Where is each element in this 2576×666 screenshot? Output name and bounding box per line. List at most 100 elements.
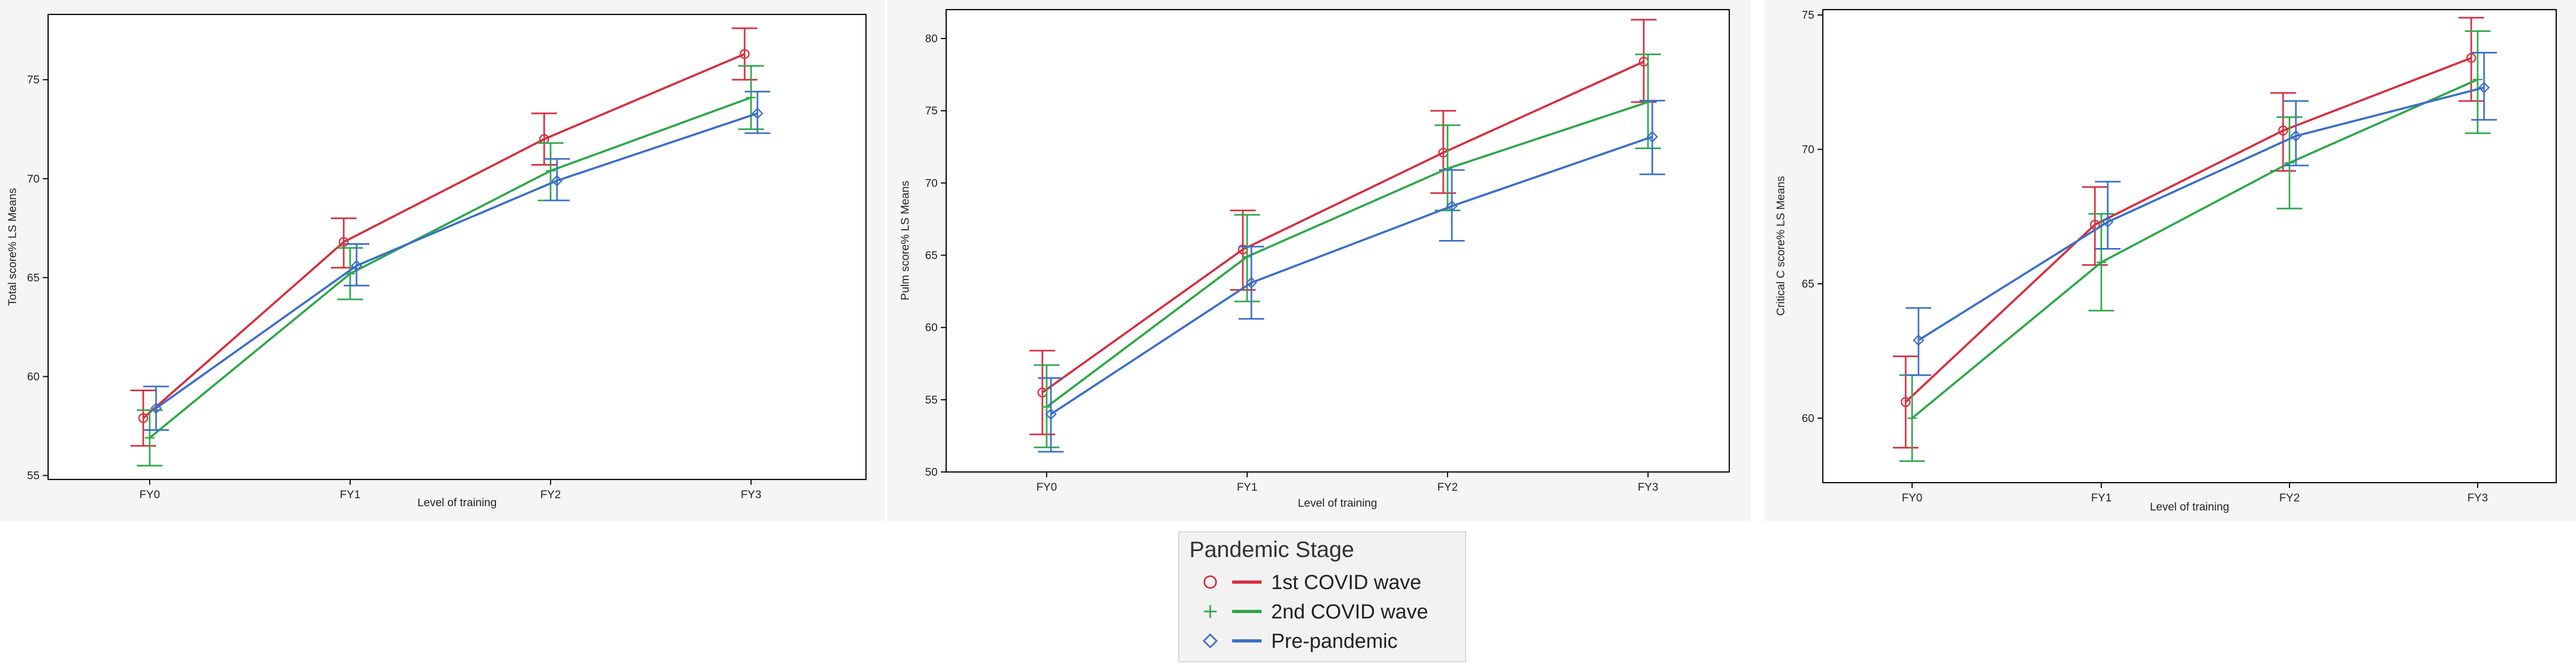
y-tick-label: 65 xyxy=(925,250,938,262)
data-point xyxy=(739,49,750,59)
series-line xyxy=(1917,86,2485,342)
data-point xyxy=(2478,82,2490,94)
y-axis-title: Critical C score% LS Means xyxy=(1775,176,1787,315)
x-axis-title: Level of training xyxy=(2150,501,2229,513)
error-bar xyxy=(2095,181,2121,250)
series-line xyxy=(1905,57,2472,403)
x-axis-title: Level of training xyxy=(417,497,497,509)
x-axis-ticks: FY0 FY1 FY2 FY3 xyxy=(1902,483,2488,504)
chart-panel-pulm-score: 50 55 60 65 70 75 80 FY0 FY1 FY2 FY3 Level of tra… xyxy=(887,0,1751,521)
data-point xyxy=(150,402,162,414)
error-bar xyxy=(2283,100,2309,167)
y-tick-label: 75 xyxy=(1802,9,1814,21)
data-point xyxy=(546,166,555,176)
data-point xyxy=(1242,252,1252,262)
x-tick-label: FY3 xyxy=(1638,481,1659,493)
y-tick-label: 70 xyxy=(925,177,938,189)
series-layer xyxy=(130,27,770,467)
plot-area xyxy=(1822,9,2557,484)
data-point xyxy=(145,433,154,443)
error-bar xyxy=(745,90,770,134)
y-tick-label: 55 xyxy=(27,470,40,482)
series-2nd-covid-wave xyxy=(1034,53,1661,448)
x-tick-label: FY0 xyxy=(1902,492,1923,504)
legend-label: 2nd COVID wave xyxy=(1271,601,1428,623)
series-1st-covid-wave xyxy=(130,27,757,447)
x-tick-label: FY1 xyxy=(2091,492,2112,504)
x-tick-label: FY2 xyxy=(1437,481,1458,493)
y-axis-title: Pulm score% LS Means xyxy=(899,181,911,300)
error-bar xyxy=(1038,377,1064,453)
x-tick-label: FY1 xyxy=(340,489,361,501)
plot-area xyxy=(47,13,867,481)
x-axis-ticks: FY0 FY1 FY2 FY3 xyxy=(1036,472,1659,493)
y-tick-label: 55 xyxy=(925,394,938,406)
legend-label: Pre-pandemic xyxy=(1271,630,1398,653)
y-tick-label: 60 xyxy=(27,370,40,383)
data-point xyxy=(746,92,756,103)
x-tick-label: FY1 xyxy=(1237,481,1258,493)
y-tick-label: 80 xyxy=(925,33,938,45)
data-point xyxy=(1042,402,1051,412)
y-axis-ticks: 55 60 65 70 75 xyxy=(27,74,48,482)
legend-title: Pandemic Stage xyxy=(1189,537,1354,562)
legend-item-pre-pandemic: Pre-pandemic xyxy=(1202,630,1398,653)
data-point xyxy=(138,413,149,423)
y-tick-label: 60 xyxy=(925,322,938,334)
error-bar xyxy=(2471,51,2497,121)
data-point xyxy=(1246,277,1257,289)
series-line xyxy=(1041,60,1644,393)
data-point xyxy=(1907,413,1917,423)
data-point xyxy=(1900,397,1911,407)
x-tick-label: FY0 xyxy=(1036,481,1057,493)
data-point xyxy=(1443,164,1452,174)
y-tick-label: 75 xyxy=(925,105,938,117)
y-tick-label: 65 xyxy=(27,272,40,284)
x-tick-label: FY0 xyxy=(140,489,160,501)
data-point xyxy=(338,237,349,247)
series-layer xyxy=(1893,17,2497,462)
data-point xyxy=(2097,257,2106,267)
y-tick-label: 60 xyxy=(1802,412,1814,424)
data-point xyxy=(1045,408,1057,420)
y-axis-title: Total score% LS Means xyxy=(6,188,19,306)
data-point xyxy=(752,107,763,119)
y-axis-ticks: 60 65 70 75 xyxy=(1802,9,1823,424)
legend-box xyxy=(1178,531,1466,662)
x-axis-title: Level of training xyxy=(1298,497,1377,509)
circle-marker-icon xyxy=(1203,575,1217,589)
y-tick-label: 50 xyxy=(925,466,938,478)
legend-label: 1st COVID wave xyxy=(1271,571,1421,594)
data-point xyxy=(2473,74,2482,84)
data-point xyxy=(1643,97,1653,107)
legend-item-1st-covid-wave: 1st COVID wave xyxy=(1203,571,1421,594)
data-point xyxy=(2290,130,2302,142)
data-point xyxy=(2278,126,2288,136)
plot-area xyxy=(945,9,1730,473)
series-line xyxy=(149,96,752,439)
legend-item-2nd-covid-wave: 2nd COVID wave xyxy=(1204,601,1428,623)
series-line xyxy=(142,53,745,419)
series-line xyxy=(1050,135,1653,415)
series-2nd-covid-wave xyxy=(1899,30,2490,462)
y-tick-label: 65 xyxy=(1802,278,1814,290)
data-point xyxy=(2102,216,2114,228)
series-line xyxy=(155,112,758,409)
series-1st-covid-wave xyxy=(1030,19,1657,436)
series-pre-pandemic xyxy=(1038,99,1665,453)
legend: Pandemic Stage 1st COVID wave 2nd COVID … xyxy=(1178,531,1466,662)
data-point xyxy=(2466,53,2477,63)
data-point xyxy=(1913,334,1924,346)
x-tick-label: FY3 xyxy=(741,489,762,501)
data-point xyxy=(1646,131,1658,143)
y-tick-label: 70 xyxy=(27,173,40,185)
x-axis-ticks: FY0 FY1 FY2 FY3 xyxy=(140,479,762,501)
data-point xyxy=(1446,200,1458,212)
data-point xyxy=(351,260,362,272)
series-pre-pandemic xyxy=(143,90,770,431)
x-tick-label: FY2 xyxy=(540,489,561,501)
x-tick-label: FY3 xyxy=(2467,492,2488,504)
y-tick-label: 75 xyxy=(27,74,40,86)
series-line xyxy=(1046,101,1649,408)
